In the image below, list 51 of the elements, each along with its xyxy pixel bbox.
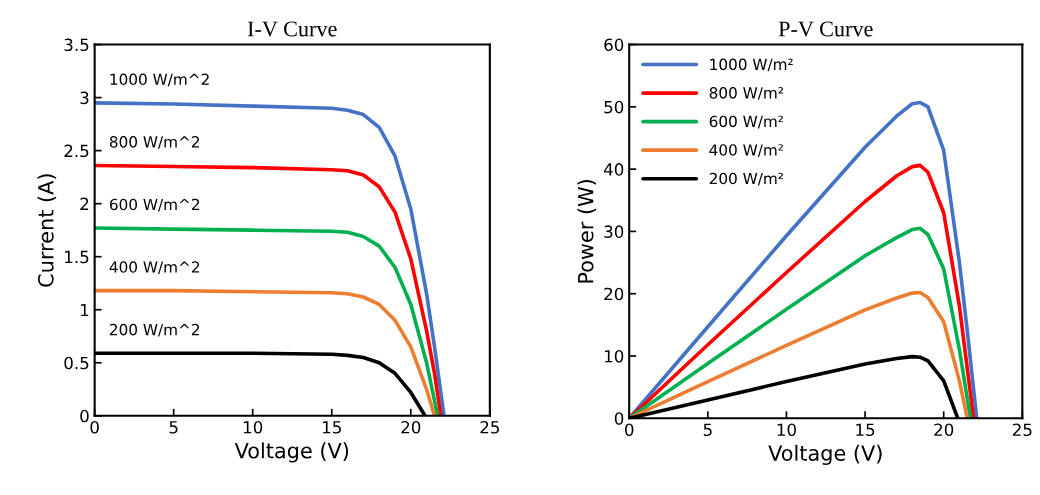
series-label: 800 W/m^2 (109, 136, 200, 149)
y-tick-label: 40 (603, 163, 624, 176)
y-tick-label: 0.5 (64, 356, 89, 370)
y-axis-title: Power (W) (577, 179, 596, 283)
chart-title: I-V Curve (247, 21, 337, 37)
x-tick-label: 25 (480, 420, 499, 434)
x-tick-label: 15 (322, 421, 341, 434)
x-tick-label: 0 (625, 423, 634, 437)
x-tick-label: 10 (777, 423, 796, 437)
x-tick-label: 0 (90, 420, 99, 434)
y-tick-label: 1 (81, 303, 89, 317)
y-tick-label: 0 (80, 409, 89, 423)
x-axis-title: Voltage (V) (234, 442, 349, 463)
y-tick-label: 30 (604, 225, 624, 238)
x-tick-label: 20 (934, 423, 954, 437)
y-tick-label: 50 (604, 100, 624, 114)
x-tick-label: 10 (243, 420, 263, 434)
series-label: 200 W/m^2 (109, 323, 200, 337)
legend-label: 1000 W/m² (710, 58, 793, 72)
x-tick-label: 5 (703, 423, 712, 437)
y-tick-label: 2 (80, 197, 89, 210)
chart-title: P-V Curve (778, 21, 873, 37)
x-tick-label: 25 (1012, 423, 1032, 437)
y-tick-label: 2.5 (64, 144, 89, 158)
series-label: 600 W/m^2 (109, 198, 200, 212)
y-tick-label: 3.5 (64, 38, 89, 52)
line-series (94, 101, 446, 416)
x-tick-label: 5 (169, 421, 178, 434)
y-tick-label: 60 (604, 38, 624, 52)
x-tick-label: 20 (401, 420, 421, 434)
line-series (629, 226, 973, 419)
legend-label: 600 W/m² (709, 115, 783, 129)
legend-label: 800 W/m² (709, 87, 783, 100)
line-series (94, 226, 440, 416)
series-label: 1000 W/m^2 (110, 73, 209, 87)
y-tick-label: 10 (604, 349, 624, 363)
series-label: 400 W/m^2 (109, 261, 200, 275)
y-tick-label: 0 (614, 412, 624, 425)
y-tick-label: 20 (604, 287, 624, 301)
line-series (629, 290, 970, 419)
line-series (629, 100, 979, 419)
x-axis-title: Voltage (V) (768, 444, 882, 465)
x-tick-label: 15 (856, 423, 875, 437)
line-series (94, 288, 437, 416)
y-axis-title: Current (A) (37, 174, 57, 287)
line-series (94, 163, 443, 416)
legend-label: 400 W/m² (709, 144, 783, 157)
y-tick-label: 3 (80, 91, 89, 105)
line-series (629, 163, 976, 419)
legend-label: 200 W/m² (709, 172, 783, 186)
y-tick-label: 1.5 (65, 250, 89, 264)
